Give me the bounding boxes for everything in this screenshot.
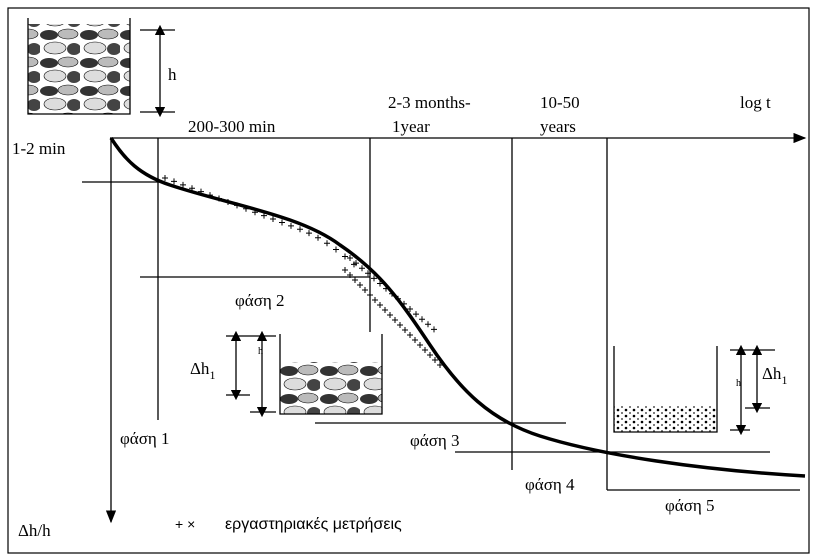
measurement-mark [437, 362, 443, 368]
measurement-mark [306, 230, 312, 237]
measurement-mark [362, 287, 368, 293]
measurement-mark [279, 219, 285, 226]
measurement-mark [427, 352, 433, 358]
measurement-mark [382, 307, 388, 313]
measurement-mark [252, 209, 258, 216]
legend-marker: + × [175, 516, 195, 532]
measurement-mark [333, 246, 339, 253]
label: 2-3 months- [388, 93, 471, 112]
label: φάση 4 [525, 475, 575, 494]
measurement-mark [180, 181, 186, 188]
label: log t [740, 93, 771, 112]
measurement-mark [216, 195, 222, 202]
measurement-mark [162, 175, 168, 181]
measurement-mark [387, 312, 393, 318]
measurement-mark [297, 226, 303, 233]
measurement-mark [365, 270, 371, 277]
measurement-mark [389, 290, 395, 297]
measurement-mark [288, 222, 294, 229]
label: Δh [190, 359, 210, 378]
measurement-mark [372, 297, 378, 303]
label: h [168, 65, 177, 84]
measurement-mark [261, 212, 267, 219]
container-phase5 [613, 344, 775, 436]
measurement-mark [395, 295, 401, 302]
measurement-mark [407, 332, 413, 338]
container-initial [27, 18, 175, 118]
measurement-mark [324, 240, 330, 247]
measurement-mark [347, 272, 353, 278]
measurement-mark [402, 327, 408, 333]
measurement-mark [342, 253, 348, 260]
measurement-mark [407, 306, 413, 312]
measurement-mark [347, 255, 353, 261]
measurement-mark [417, 342, 423, 348]
measurement-mark [171, 178, 177, 185]
measurement-mark [422, 347, 428, 353]
measurements [162, 175, 443, 368]
measurement-mark [243, 205, 249, 212]
measurement-mark [198, 188, 204, 195]
label: h [258, 346, 263, 357]
measurement-mark [357, 282, 363, 288]
measurement-mark [401, 300, 407, 307]
label: 1-2 min [12, 139, 66, 158]
measurement-mark [377, 302, 383, 308]
label: φάση 1 [120, 429, 170, 448]
label: 1 [209, 368, 215, 382]
measurement-mark [371, 275, 377, 282]
measurement-mark [419, 316, 425, 323]
measurement-mark [315, 234, 321, 241]
measurement-mark [342, 267, 348, 273]
label: 200-300 min [188, 117, 276, 136]
measurement-mark [412, 337, 418, 343]
label: Δh1 [762, 364, 787, 387]
frame [7, 7, 810, 554]
label: φάση 2 [235, 291, 285, 310]
label: Δh [762, 364, 782, 383]
measurement-mark [234, 202, 240, 209]
label: years [540, 117, 576, 136]
measurement-mark [413, 311, 419, 318]
measurement-mark [425, 321, 431, 328]
measurement-mark [377, 280, 383, 287]
legend-text: εργαστηριακές μετρήσεις [225, 516, 402, 533]
measurement-mark [359, 265, 365, 272]
measurement-mark [353, 260, 359, 267]
measurement-mark [383, 285, 389, 292]
measurement-mark [270, 216, 276, 223]
label: 10-50 [540, 93, 580, 112]
container-phase2 [226, 330, 383, 418]
axis-label: Δh/h [18, 521, 51, 540]
label: 1year [392, 117, 430, 136]
measurement-mark [392, 317, 398, 323]
measurement-mark [367, 292, 373, 298]
measurement-mark [207, 192, 213, 199]
label: φάση 5 [665, 496, 715, 515]
measurement-mark [397, 322, 403, 328]
settlement-curve [109, 137, 806, 478]
label: φάση 3 [410, 431, 460, 450]
label: h [736, 378, 741, 389]
label: 1 [781, 373, 787, 387]
label: Δh1 [190, 359, 215, 382]
measurement-mark [431, 326, 437, 333]
measurement-mark [352, 277, 358, 283]
measurement-mark [189, 185, 195, 192]
measurement-mark [225, 198, 231, 205]
measurement-mark [432, 357, 438, 363]
